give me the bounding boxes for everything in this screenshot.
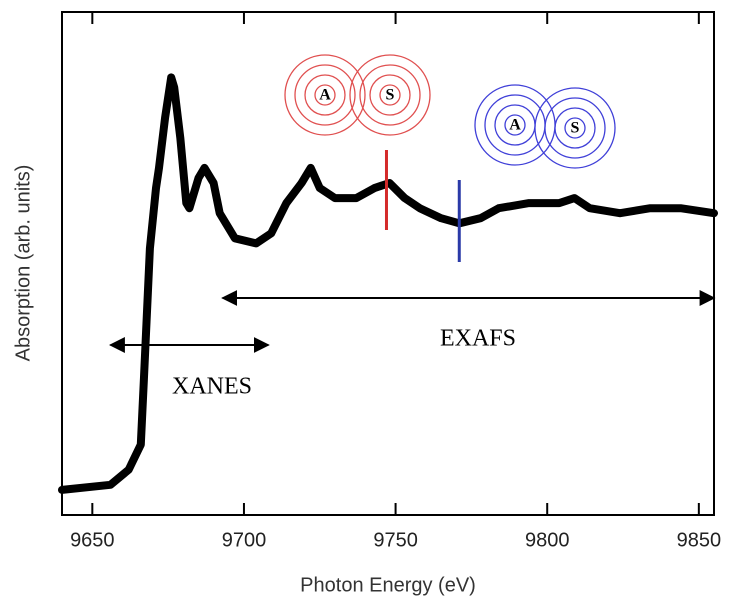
wave-ring xyxy=(314,84,336,106)
region-label: XANES xyxy=(172,374,252,400)
plot-frame xyxy=(61,11,715,516)
wave-ring xyxy=(369,74,411,116)
atom-label: S xyxy=(571,120,580,137)
wave-ring xyxy=(564,117,586,139)
y-axis-label: Absorption (arb. units) xyxy=(12,165,34,362)
x-tick-label: 9750 xyxy=(373,529,418,551)
wave-ring xyxy=(504,114,526,136)
atom-label: A xyxy=(319,87,331,104)
x-tick-label: 9650 xyxy=(70,529,115,551)
wave-ring xyxy=(359,64,421,126)
atom-label: S xyxy=(386,87,395,104)
wave-ring xyxy=(304,74,346,116)
wave-ring xyxy=(554,107,596,149)
x-tick-label: 9800 xyxy=(525,529,570,551)
wave-ring xyxy=(294,64,356,126)
wave-ring xyxy=(349,54,431,136)
x-tick-label: 9700 xyxy=(222,529,267,551)
wave-ring xyxy=(379,84,401,106)
x-tick-label: 9850 xyxy=(677,529,722,551)
wave-ring xyxy=(284,54,366,136)
region-label: EXAFS xyxy=(440,326,516,352)
wave-ring xyxy=(534,87,616,169)
atom-label: A xyxy=(509,117,521,134)
wave-ring xyxy=(544,97,606,159)
x-axis-label: Photon Energy (eV) xyxy=(300,574,476,596)
atom-icons: A S A S xyxy=(284,54,616,169)
spectrum-line xyxy=(58,73,718,494)
